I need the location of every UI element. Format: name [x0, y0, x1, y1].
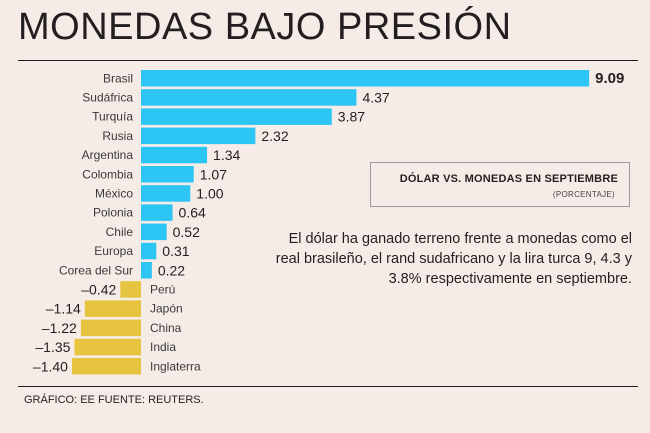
category-label: Polonia [93, 206, 133, 220]
bar-sudáfrica [141, 89, 357, 106]
value-label: 0.52 [173, 224, 200, 240]
bar-india [74, 338, 141, 356]
bar-inglaterra [71, 358, 141, 375]
category-label: Turquía [92, 110, 133, 124]
category-label: Chile [106, 225, 134, 239]
legend-title: DÓLAR VS. MONEDAS EN SEPTIEMBRE [399, 173, 618, 185]
category-label: México [95, 186, 133, 200]
value-label: –1.40 [33, 358, 68, 374]
bar-méxico [141, 185, 191, 202]
value-label: 1.07 [200, 166, 227, 182]
value-label: 2.32 [261, 128, 288, 144]
bar-perú [120, 281, 141, 298]
source-credit: GRÁFICO: EE FUENTE: REUTERS. [24, 394, 204, 406]
page-title: MONEDAS BAJO PRESIÓN [18, 6, 512, 48]
category-label: Sudáfrica [82, 90, 133, 104]
bar-brasil [141, 70, 590, 87]
category-label: China [150, 321, 182, 335]
chart-legend-box: DÓLAR VS. MONEDAS EN SEPTIEMBRE (PORCENT… [370, 162, 630, 207]
value-label: –0.42 [81, 281, 116, 297]
value-label: 0.64 [179, 205, 206, 221]
value-label: 9.09 [595, 70, 624, 87]
bar-china [80, 319, 141, 337]
value-label: 1.34 [213, 147, 240, 163]
value-label: 1.00 [196, 185, 223, 201]
bar-argentina [141, 146, 208, 164]
bar-polonia [141, 204, 173, 221]
bar-japón [84, 300, 141, 317]
title-divider [18, 60, 638, 61]
category-label: Rusia [102, 129, 133, 143]
category-label: Corea del Sur [59, 263, 133, 277]
value-label: 0.22 [158, 262, 185, 278]
category-label: India [150, 340, 176, 354]
category-label: Argentina [82, 148, 134, 162]
value-label: –1.35 [35, 339, 70, 355]
value-label: –1.22 [42, 320, 77, 336]
chart-annotation: El dólar ha ganado terreno frente a mone… [275, 231, 632, 287]
category-label: Inglaterra [150, 359, 201, 373]
value-label: 4.37 [362, 89, 389, 105]
bar-chile [141, 223, 167, 241]
category-label: Brasil [103, 71, 133, 85]
category-label: Japón [150, 302, 183, 316]
bar-rusia [141, 127, 256, 145]
legend-subtitle: (PORCENTAJE) [552, 190, 615, 199]
value-label: –1.14 [46, 301, 81, 317]
footer-divider [18, 386, 638, 387]
category-label: Perú [150, 282, 175, 296]
category-label: Europa [94, 244, 133, 258]
bar-turquía [141, 108, 332, 125]
category-label: Colombia [82, 167, 133, 181]
bar-europa [141, 242, 157, 260]
value-label: 3.87 [338, 109, 365, 125]
bar-corea-del-sur [141, 262, 152, 279]
value-label: 0.31 [162, 243, 189, 259]
bar-colombia [141, 166, 194, 183]
